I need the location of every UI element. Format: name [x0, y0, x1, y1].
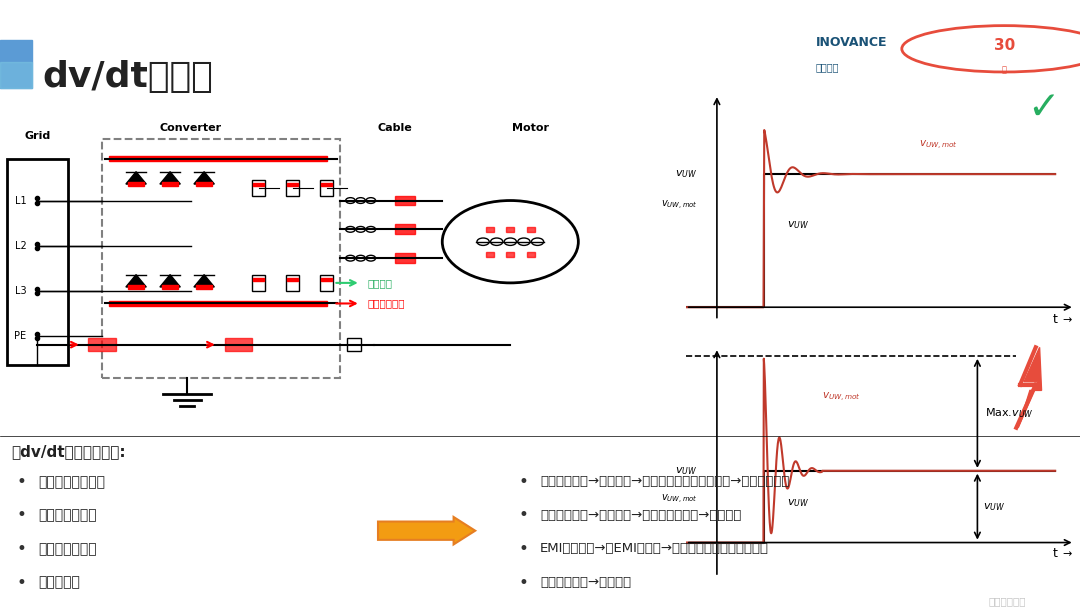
Text: 电机轴承电蚀→电机损坏: 电机轴承电蚀→电机损坏	[540, 576, 631, 589]
Text: 电机绶缘老化→电机损坏→加滤波器或提升电机绶缘→系统成本上升: 电机绶缘老化→电机损坏→加滤波器或提升电机绶缘→系统成本上升	[540, 475, 789, 489]
Bar	[347, 339, 361, 351]
Bar	[6, 159, 68, 365]
Text: EMI水平上升→加EMI滤波器→驱动器成本上升，体积增大: EMI水平上升→加EMI滤波器→驱动器成本上升，体积增大	[540, 542, 769, 556]
Bar	[394, 253, 415, 263]
Text: •: •	[518, 506, 528, 525]
Text: 汇川技术: 汇川技术	[815, 62, 839, 72]
Bar	[321, 278, 332, 281]
Polygon shape	[194, 274, 214, 287]
Bar	[287, 278, 298, 281]
Text: 轴电流增大: 轴电流增大	[38, 576, 80, 589]
Bar	[225, 339, 252, 351]
Bar	[0, 62, 31, 88]
Bar	[527, 251, 535, 257]
Text: Cable: Cable	[377, 123, 411, 132]
Bar	[127, 285, 145, 289]
Bar	[162, 285, 178, 289]
Text: dv/dt的影响: dv/dt的影响	[42, 60, 213, 94]
Bar	[486, 251, 494, 257]
Text: →: →	[1062, 315, 1071, 325]
Bar	[486, 227, 494, 232]
Text: $v_{UW,mot}$: $v_{UW,mot}$	[661, 199, 698, 212]
Text: $v_{UW,mot}$: $v_{UW,mot}$	[661, 493, 698, 506]
Text: Max.$v_{UW}$: Max.$v_{UW}$	[985, 406, 1034, 420]
Text: 30: 30	[994, 38, 1015, 53]
Text: 输出电流增大→过流故障→加大驱动器选型→成本上升: 输出电流增大→过流故障→加大驱动器选型→成本上升	[540, 509, 741, 522]
Bar	[109, 157, 326, 162]
Text: PE: PE	[14, 331, 27, 342]
Text: L3: L3	[15, 286, 26, 296]
Polygon shape	[126, 171, 146, 184]
Polygon shape	[160, 171, 180, 184]
Bar	[0, 40, 31, 88]
FancyArrow shape	[378, 517, 475, 544]
Circle shape	[446, 203, 575, 281]
Text: •: •	[16, 540, 26, 558]
Bar	[127, 182, 145, 186]
Bar	[286, 180, 299, 196]
Text: 不希望的路径: 不希望的路径	[367, 298, 405, 309]
Text: $v_{UW,mot}$: $v_{UW,mot}$	[919, 139, 958, 152]
Text: 艾邦半导体网: 艾邦半导体网	[988, 596, 1026, 606]
Bar	[320, 180, 334, 196]
Bar	[89, 339, 116, 351]
Text: 年: 年	[1002, 66, 1007, 74]
Bar	[195, 182, 213, 186]
Text: $v_{UW}$: $v_{UW}$	[983, 501, 1005, 512]
Text: 期望路径: 期望路径	[367, 278, 392, 288]
Text: 输出漏电流增大: 输出漏电流增大	[38, 509, 96, 522]
Bar	[527, 227, 535, 232]
Bar	[320, 274, 334, 291]
Bar	[507, 227, 514, 232]
Bar	[102, 138, 340, 378]
Bar	[394, 224, 415, 234]
Polygon shape	[1018, 347, 1041, 428]
Bar	[253, 183, 264, 186]
Text: Grid: Grid	[24, 131, 51, 141]
Polygon shape	[194, 171, 214, 184]
Text: •: •	[16, 506, 26, 525]
Bar	[162, 182, 178, 186]
Text: Motor: Motor	[512, 123, 550, 132]
Bar	[195, 285, 213, 289]
Text: 高dv/dt带来诸多问题:: 高dv/dt带来诸多问题:	[11, 444, 125, 459]
Text: •: •	[518, 473, 528, 491]
Bar	[321, 183, 332, 186]
Text: $v_{UW}$: $v_{UW}$	[787, 497, 810, 509]
Bar	[507, 251, 514, 257]
Polygon shape	[126, 274, 146, 287]
Bar	[109, 301, 326, 306]
Text: 电机端高反射电压: 电机端高反射电压	[38, 475, 105, 489]
Text: $v_{UW,mot}$: $v_{UW,mot}$	[822, 391, 861, 404]
Bar	[252, 274, 266, 291]
Text: •: •	[518, 540, 528, 558]
Text: 网侧漏电流增大: 网侧漏电流增大	[38, 542, 96, 556]
Text: L1: L1	[15, 196, 26, 206]
Text: t: t	[1053, 313, 1057, 326]
Text: t: t	[1053, 547, 1057, 560]
Text: •: •	[16, 473, 26, 491]
Text: →: →	[1062, 549, 1071, 559]
Text: INOVANCE: INOVANCE	[815, 36, 887, 49]
Polygon shape	[160, 274, 180, 287]
Text: •: •	[518, 573, 528, 592]
Text: $v_{UW}$: $v_{UW}$	[675, 465, 698, 476]
Text: •: •	[16, 573, 26, 592]
Bar	[253, 278, 264, 281]
Text: ✓: ✓	[1027, 88, 1059, 127]
Text: Converter: Converter	[160, 123, 221, 132]
Bar	[394, 196, 415, 206]
Text: L2: L2	[14, 241, 26, 251]
Text: $v_{UW}$: $v_{UW}$	[787, 220, 810, 231]
Text: $v_{UW}$: $v_{UW}$	[675, 168, 698, 180]
Bar	[252, 180, 266, 196]
Bar	[286, 274, 299, 291]
Bar	[287, 183, 298, 186]
